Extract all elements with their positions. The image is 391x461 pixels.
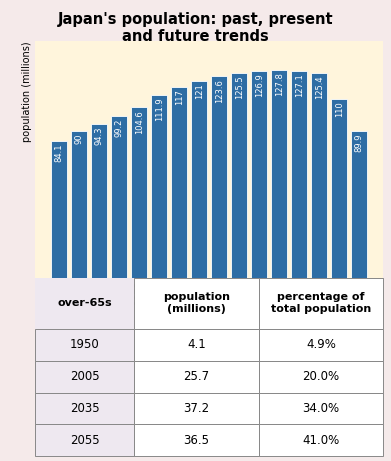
Bar bbox=[331, 99, 347, 278]
Text: 121: 121 bbox=[195, 83, 204, 99]
Text: 110: 110 bbox=[335, 101, 344, 117]
Bar bbox=[211, 77, 228, 278]
Bar bbox=[131, 107, 147, 278]
Bar bbox=[51, 141, 67, 278]
Text: 2035: 2035 bbox=[70, 402, 100, 415]
Bar bbox=[111, 116, 127, 278]
Bar bbox=[71, 131, 88, 278]
Text: 2005: 2005 bbox=[70, 370, 100, 383]
Text: 125.4: 125.4 bbox=[315, 76, 324, 100]
Text: 25.7: 25.7 bbox=[183, 370, 210, 383]
Bar bbox=[251, 71, 267, 278]
Text: 123.6: 123.6 bbox=[215, 79, 224, 103]
Text: 94.3: 94.3 bbox=[95, 127, 104, 145]
Text: 84.1: 84.1 bbox=[55, 143, 64, 162]
Bar bbox=[271, 70, 287, 278]
Y-axis label: population (millions): population (millions) bbox=[22, 41, 32, 142]
Bar bbox=[291, 71, 307, 278]
Text: 111.9: 111.9 bbox=[155, 98, 164, 122]
Text: over-65s: over-65s bbox=[57, 298, 112, 308]
Text: 99.2: 99.2 bbox=[115, 118, 124, 137]
Text: 127.1: 127.1 bbox=[295, 73, 304, 97]
Text: 34.0%: 34.0% bbox=[302, 402, 339, 415]
Bar bbox=[151, 95, 167, 278]
Text: 104.6: 104.6 bbox=[135, 110, 144, 134]
Text: 2055: 2055 bbox=[70, 434, 100, 447]
Bar bbox=[91, 124, 108, 278]
Text: percentage of
total population: percentage of total population bbox=[271, 292, 371, 314]
Bar bbox=[191, 81, 207, 278]
Text: 89.9: 89.9 bbox=[355, 134, 364, 152]
Text: 127.8: 127.8 bbox=[274, 72, 284, 96]
Text: 4.1: 4.1 bbox=[187, 338, 206, 351]
Text: population
(millions): population (millions) bbox=[163, 292, 230, 314]
Bar bbox=[171, 87, 187, 278]
Text: 37.2: 37.2 bbox=[183, 402, 210, 415]
Bar bbox=[351, 131, 368, 278]
Bar bbox=[231, 73, 248, 278]
Bar bbox=[311, 73, 327, 278]
Text: 20.0%: 20.0% bbox=[302, 370, 339, 383]
Text: Japan's population: past, present
and future trends: Japan's population: past, present and fu… bbox=[58, 12, 333, 44]
Text: 125.5: 125.5 bbox=[235, 76, 244, 99]
Text: 117: 117 bbox=[175, 89, 184, 106]
Text: 126.9: 126.9 bbox=[255, 73, 264, 97]
Text: 90: 90 bbox=[75, 134, 84, 144]
Text: 4.9%: 4.9% bbox=[306, 338, 336, 351]
Text: 41.0%: 41.0% bbox=[302, 434, 339, 447]
Text: 36.5: 36.5 bbox=[183, 434, 210, 447]
Text: 1950: 1950 bbox=[70, 338, 100, 351]
